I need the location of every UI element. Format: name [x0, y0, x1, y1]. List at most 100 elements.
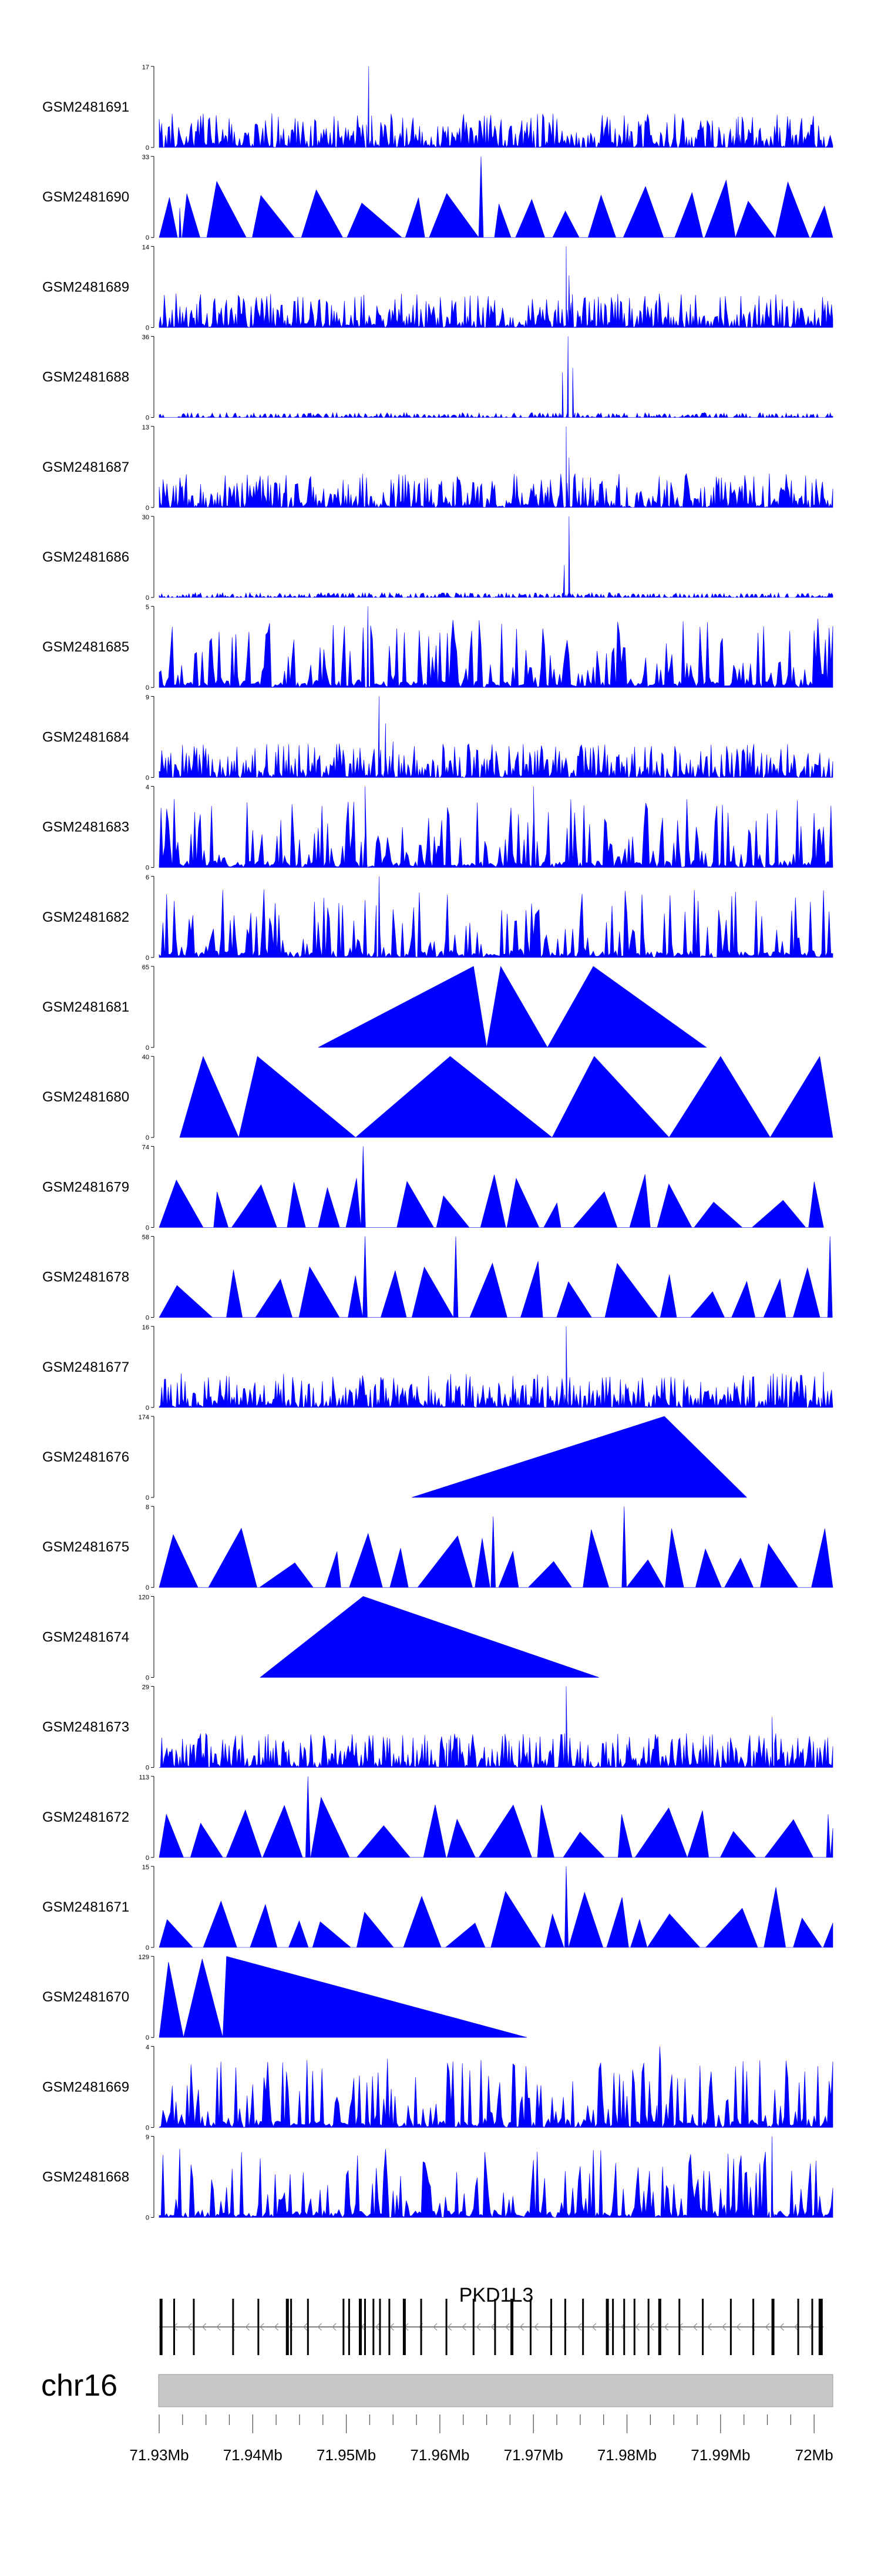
coverage-area-GSM2481668 [159, 2136, 833, 2218]
y-tick-label-max: 174 [139, 1414, 149, 1421]
x-tick-label: 71.99Mb [691, 2446, 750, 2464]
strand-arrow [765, 2323, 770, 2331]
track-GSM2481683: GSM2481683 4 0 [42, 784, 833, 872]
y-tick-label-max: 58 [142, 1234, 149, 1241]
track-GSM2481690: GSM2481690 33 0 [42, 154, 833, 241]
track-label: GSM2481669 [42, 2079, 129, 2095]
y-tick-label-max: 40 [142, 1054, 149, 1061]
coverage-area-GSM2481691 [159, 66, 833, 149]
coverage-area-GSM2481679 [159, 1146, 824, 1228]
exon [647, 2299, 650, 2355]
y-tick-label-min: 0 [146, 865, 149, 872]
coverage-area-GSM2481684 [159, 696, 833, 778]
y-tick-label-min: 0 [146, 1494, 149, 1502]
y-tick-label-max: 9 [146, 2134, 149, 2141]
track-GSM2481685: GSM2481685 5 0 [42, 604, 833, 691]
strand-arrow [490, 2323, 495, 2331]
track-label: GSM2481670 [42, 1989, 129, 2005]
y-tick-label-max: 17 [142, 64, 149, 71]
coverage-area-GSM2481685 [159, 606, 833, 688]
exon [702, 2299, 704, 2355]
y-tick-label-min: 0 [146, 505, 149, 512]
exon [582, 2299, 584, 2355]
y-tick-label-min: 0 [146, 2124, 149, 2131]
coverage-area-GSM2481670 [159, 1956, 527, 2038]
y-tick-label-max: 33 [142, 154, 149, 161]
track-label: GSM2481690 [42, 189, 129, 205]
track-GSM2481688: GSM2481688 36 0 [42, 334, 833, 422]
y-tick-label-max: 74 [142, 1144, 149, 1151]
exon [445, 2299, 448, 2355]
strand-arrow [779, 2323, 784, 2331]
x-tick-label: 71.96Mb [410, 2446, 469, 2464]
y-tick-label-max: 8 [146, 1504, 149, 1511]
track-label: GSM2481684 [42, 729, 129, 745]
coverage-area-GSM2481674 [260, 1596, 599, 1678]
y-tick-label-max: 30 [142, 514, 149, 521]
x-tick-label: 71.97Mb [504, 2446, 563, 2464]
track-label: GSM2481681 [42, 999, 129, 1015]
coverage-area-GSM2481686 [159, 516, 833, 599]
y-tick-label-max: 129 [139, 1954, 149, 1961]
strand-arrow [736, 2323, 741, 2331]
strand-arrow [664, 2323, 669, 2331]
x-tick-label: 72Mb [795, 2446, 833, 2464]
exon [550, 2299, 552, 2355]
track-GSM2481679: GSM2481679 74 0 [42, 1144, 824, 1231]
exon [606, 2299, 609, 2355]
coverage-area-GSM2481675 [159, 1506, 833, 1588]
track-GSM2481686: GSM2481686 30 0 [42, 514, 833, 602]
y-tick-label-min: 0 [146, 684, 149, 691]
exon [173, 2299, 175, 2355]
exon [388, 2299, 391, 2355]
y-tick-label-max: 29 [142, 1684, 149, 1691]
exon [257, 2299, 260, 2355]
track-GSM2481669: GSM2481669 4 0 [42, 2044, 833, 2131]
exon [623, 2299, 626, 2355]
exon [285, 2299, 289, 2355]
coverage-area-GSM2481671 [159, 1866, 833, 1948]
exon [529, 2299, 532, 2355]
track-label: GSM2481675 [42, 1539, 129, 1555]
y-tick-label-min: 0 [146, 1224, 149, 1231]
exon [372, 2299, 375, 2355]
strand-arrow [577, 2323, 582, 2331]
exon [771, 2299, 775, 2355]
coverage-area-GSM2481680 [179, 1056, 833, 1138]
x-axis: 71.93Mb 71.94Mb 71.95Mb 71.96Mb 71.97Mb 71.98… [129, 2414, 833, 2464]
track-GSM2481672: GSM2481672 113 0 [42, 1774, 833, 1862]
chromosome-axis: chr16 71.93Mb 71.94Mb 71.95Mb 71.96Mb 71.97M… [41, 2369, 833, 2464]
exon [729, 2299, 732, 2355]
strand-arrow [260, 2323, 264, 2331]
coverage-area-GSM2481687 [159, 426, 833, 508]
strand-arrow [389, 2323, 394, 2331]
strand-arrow [317, 2323, 322, 2331]
track-label: GSM2481680 [42, 1089, 129, 1105]
exon [797, 2299, 799, 2355]
y-tick-label-min: 0 [146, 145, 149, 152]
coverage-area-GSM2481676 [412, 1416, 748, 1498]
exon [612, 2299, 614, 2355]
exon [232, 2299, 234, 2355]
track-label: GSM2481671 [42, 1899, 129, 1915]
track-GSM2481680: GSM2481680 40 0 [42, 1054, 833, 1141]
exon [342, 2299, 345, 2355]
track-GSM2481684: GSM2481684 9 0 [42, 694, 833, 781]
x-tick-label: 71.95Mb [317, 2446, 376, 2464]
track-label: GSM2481682 [42, 909, 129, 925]
y-tick-label-max: 9 [146, 694, 149, 701]
track-label: GSM2481679 [42, 1179, 129, 1195]
track-GSM2481674: GSM2481674 120 0 [42, 1594, 599, 1681]
track-label: GSM2481668 [42, 2169, 129, 2185]
strand-arrow [519, 2323, 524, 2331]
strand-arrow [476, 2323, 481, 2331]
exon [307, 2299, 309, 2355]
track-label: GSM2481678 [42, 1269, 129, 1285]
track-label: GSM2481688 [42, 370, 129, 385]
track-GSM2481678: GSM2481678 58 0 [42, 1234, 833, 1322]
strand-arrow [692, 2323, 698, 2331]
y-tick-label-min: 0 [146, 1944, 149, 1952]
gene-annotation-track: PKD1L3 [159, 2284, 824, 2355]
y-tick-label-min: 0 [146, 324, 149, 331]
